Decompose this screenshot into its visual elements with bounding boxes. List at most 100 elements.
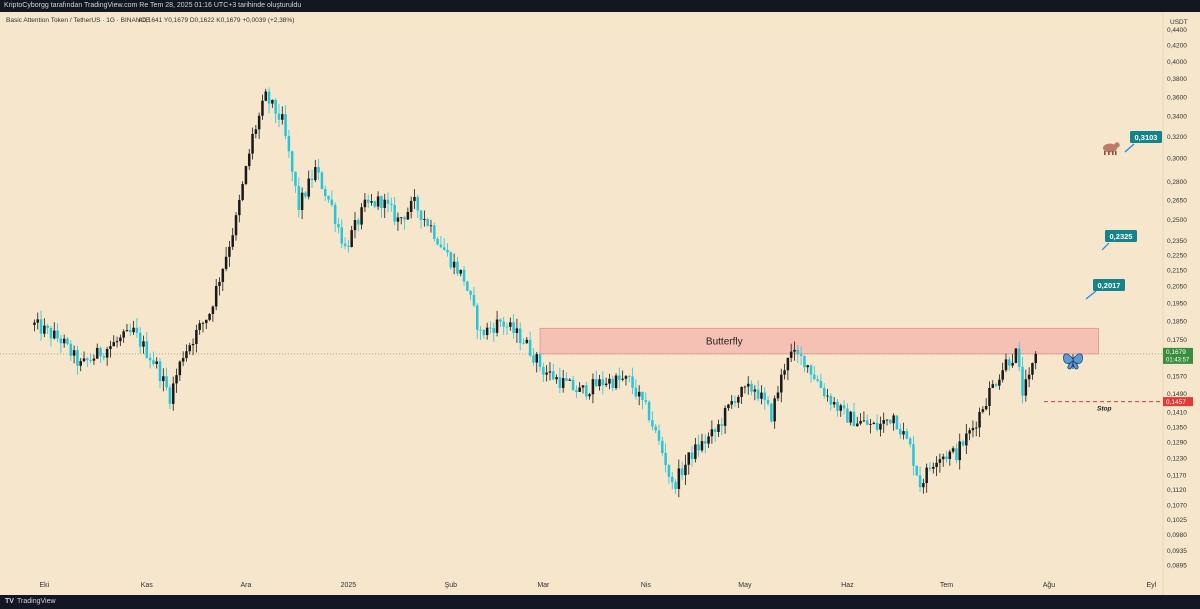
candle-body [869,423,872,425]
candle-body [882,420,885,424]
time-axis-label: Şub [445,582,458,589]
candle-body [581,385,585,388]
candle-body [621,378,624,380]
candle-body [1024,379,1028,396]
candle-body [191,343,195,346]
candle-body [740,386,743,397]
candle-body [918,475,922,488]
candle-body [958,441,961,461]
candle-body [386,199,390,204]
candle-body [281,114,284,120]
price-tick-label: 0,2650 [1167,197,1187,204]
candle-body [495,319,499,333]
candle-body [575,390,578,392]
candle-body [343,243,347,246]
candle-body [720,424,724,426]
candle-body [892,415,895,424]
candle-body [908,438,912,445]
candle-body [591,379,595,395]
price-tick-label: 0,1490 [1167,391,1187,398]
candle-body [132,327,135,333]
candle-body [264,91,268,101]
candle-body [109,346,112,349]
candle-body [53,330,56,339]
candle-body [76,350,79,366]
candle-body [961,441,965,446]
candle-body [46,325,49,329]
candle-body [66,338,69,344]
time-axis-label: Mar [537,582,550,589]
price-tick-label: 0,2250 [1167,252,1187,259]
candle-body [409,200,413,212]
candle-body [670,476,674,483]
candle-body [525,339,529,344]
price-tick-label: 0,3200 [1167,134,1187,141]
price-tick-label: 0,1120 [1167,487,1187,494]
candle-body [165,376,168,388]
candle-body [852,411,856,427]
candle-body [561,378,565,388]
candle-body [512,322,515,333]
candle-body [214,286,218,307]
current-price-value: 0,1679 [1166,349,1186,356]
candle-body [902,431,905,435]
candle-body [462,269,466,282]
target-callout-3[interactable]: 0,3103 [1124,131,1162,153]
candle-body [1008,359,1011,366]
candle-body [532,355,535,363]
candle-body [971,428,975,431]
candle-body [608,378,611,384]
candle-body [399,217,403,219]
watermark-text: KriptoCyborgg tarafından TradingView.com… [4,2,302,9]
candle-body [522,343,525,344]
price-tick-label: 0,0980 [1167,532,1187,539]
candle-body [148,357,152,361]
candle-body [922,483,925,488]
candle-body [631,376,634,388]
candle-body [634,387,638,397]
candle-body [297,186,301,210]
candle-body [337,224,340,228]
candle-body [238,199,241,216]
price-tick-label: 0,4400 [1167,27,1187,34]
price-tick-label: 0,3400 [1167,114,1187,121]
chart-canvas[interactable]: Basic Attention Token / TetherUS · 1G · … [0,12,1200,595]
candle-body [773,398,776,422]
candle-body [479,329,482,331]
butterfly-zone[interactable] [539,327,1099,355]
candle-body [145,341,149,358]
candle-body [290,151,294,172]
candle-body [568,379,572,381]
candle-body [585,385,588,397]
candle-body [95,347,99,359]
candle-body [746,383,750,387]
candle-body [304,192,307,197]
price-tick-label: 0,1410 [1167,410,1187,417]
candle-body [558,377,562,388]
time-axis-label: 2025 [341,582,357,589]
candle-body [684,464,687,476]
candle-body [119,337,122,342]
target-callout-2[interactable]: 0,2325 [1101,230,1137,251]
candle-body [793,349,796,352]
candle-body [310,178,314,181]
candle-body [832,401,836,405]
candle-body [647,401,651,421]
target-callout-1[interactable]: 0,2017 [1085,279,1125,300]
candle-body [370,201,373,203]
candle-body [466,281,469,291]
candle-body [456,261,459,274]
tradingview-brand: TradingView [17,598,56,605]
candle-body [403,217,406,220]
candle-body [1034,353,1037,364]
candle-body [171,383,175,404]
candle-body [218,281,221,287]
candle-body [1011,362,1014,366]
price-tick-label: 0,2150 [1167,268,1187,275]
candle-body [704,441,707,444]
candle-body [895,415,899,430]
candle-body [667,465,671,477]
target-label-3: 0,3103 [1135,133,1158,142]
candle-body [842,405,846,409]
target-label-1: 0,2017 [1098,281,1121,290]
